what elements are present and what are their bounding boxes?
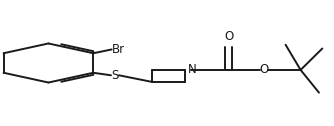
Text: O: O bbox=[259, 63, 269, 76]
Text: O: O bbox=[224, 30, 233, 43]
Text: S: S bbox=[111, 69, 119, 82]
Text: Br: Br bbox=[112, 43, 126, 56]
Text: N: N bbox=[188, 63, 197, 76]
